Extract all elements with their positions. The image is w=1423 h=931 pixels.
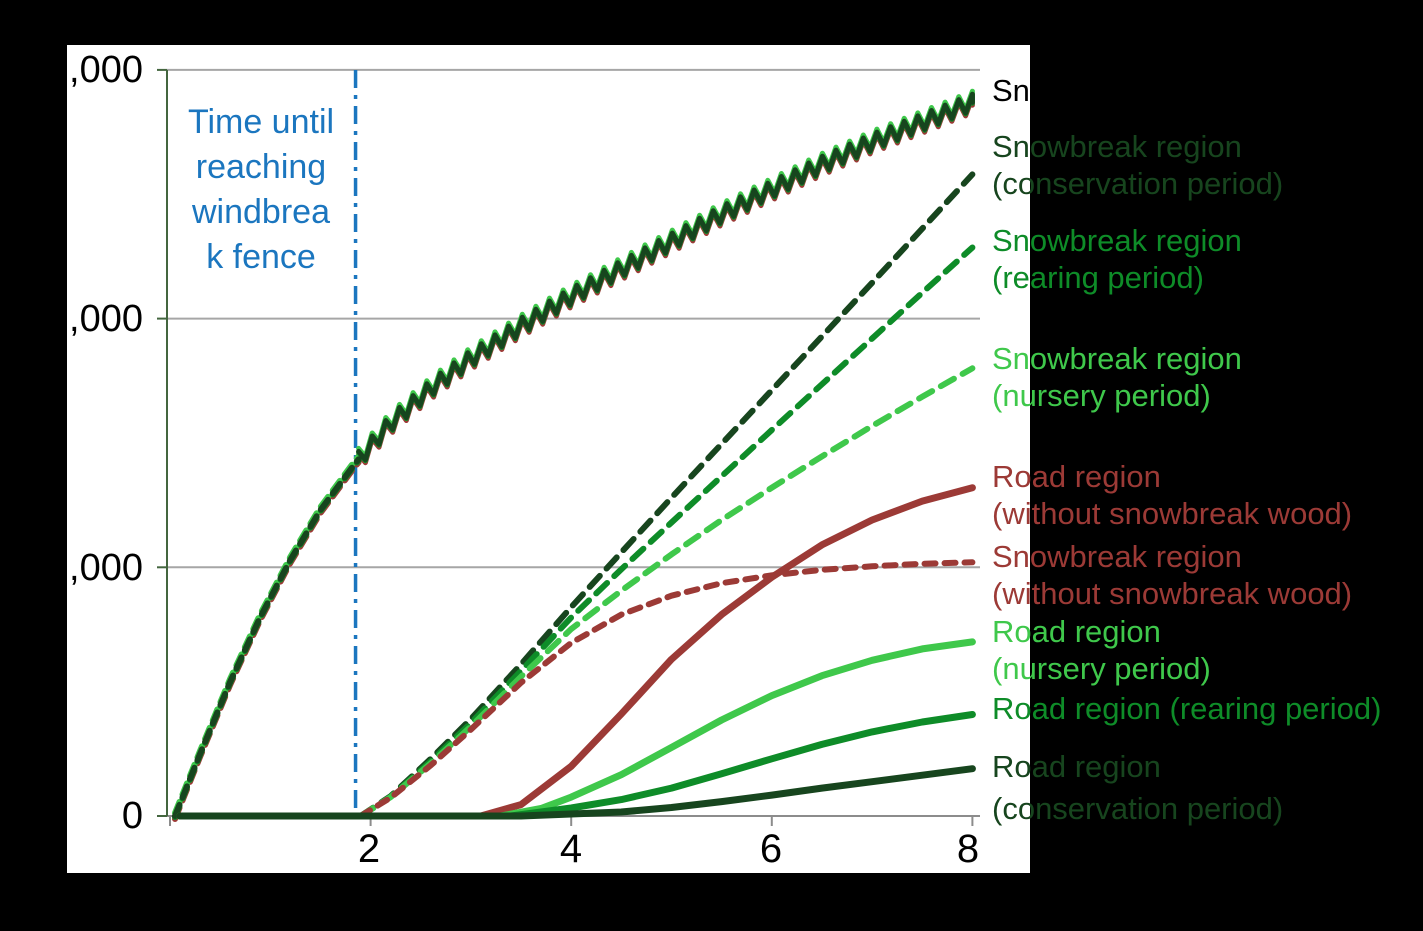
legend-item-line: Road region — [992, 749, 1161, 784]
legend-item-road-nursery: Road region (nursery period) — [992, 613, 1211, 687]
legend-item-line: Road region (rearing period) — [992, 691, 1382, 726]
y-axis-label-10000: ,000 — [69, 298, 143, 340]
x-axis-label-8: 8 — [956, 827, 980, 871]
legend-item-line: Snowbreak region — [992, 539, 1242, 574]
legend-item-road-rearing: Road region (rearing period) — [992, 690, 1381, 727]
annotation-line: reaching — [195, 148, 327, 186]
legend-item-line: Road region — [992, 614, 1161, 649]
x-axis-label-4: 4 — [559, 827, 583, 871]
legend-item-line: (conservation period) — [992, 166, 1284, 201]
legend-item-snowbreak-rearing: Snowbreak region (rearing period) — [992, 222, 1242, 296]
legend-item-line: (rearing period) — [992, 260, 1204, 295]
annotation-line: windbrea — [192, 193, 330, 231]
legend-title: Sn — [992, 73, 1030, 108]
legend-item-line: (nursery period) — [992, 378, 1211, 413]
legend-item-line: Snowbreak region — [992, 129, 1242, 164]
legend-item-road-without-snowbreak-wood: Road region (without snowbreak wood) — [992, 458, 1352, 532]
legend-item-line: (conservation period) — [992, 791, 1284, 826]
x-axis-label-6: 6 — [759, 827, 783, 871]
annotation-line: k fence — [206, 238, 316, 276]
legend-item-line: Road region — [992, 459, 1161, 494]
legend-item-snowbreak-conservation: Snowbreak region (conservation period) — [992, 128, 1283, 202]
legend-item-road-conservation: Road region (conservation period) — [992, 746, 1283, 830]
annotation-line: Time until — [187, 103, 335, 141]
legend-item-snowbreak-without-snowbreak-wood: Snowbreak region (without snowbreak wood… — [992, 538, 1352, 612]
legend-item-snowbreak-nursery: Snowbreak region (nursery period) — [992, 340, 1242, 414]
y-axis-label-15000: ,000 — [69, 49, 143, 91]
windbreak-fence-annotation: Time until reaching windbrea k fence — [175, 100, 347, 280]
legend-item-line: (nursery period) — [992, 651, 1211, 686]
legend-item-line: (without snowbreak wood) — [992, 576, 1353, 611]
legend-item-line: Snowbreak region — [992, 223, 1242, 258]
y-axis-label-0: 0 — [121, 795, 143, 837]
x-axis-label-2: 2 — [357, 827, 381, 871]
y-axis-label-5000: ,000 — [69, 547, 143, 589]
legend-item-line: (without snowbreak wood) — [992, 496, 1353, 531]
legend-item-line: Snowbreak region — [992, 341, 1242, 376]
